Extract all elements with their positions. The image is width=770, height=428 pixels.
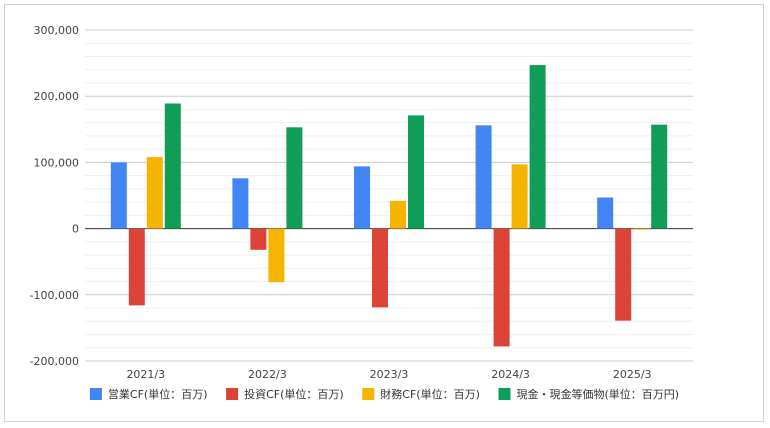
bar-1-2022/3: [232, 178, 249, 229]
bar-3-2025/3: [633, 228, 650, 230]
legend-label: 投資CF(単位：百万): [244, 387, 344, 401]
y-tick-label: 100,000: [34, 156, 80, 169]
y-tick-label: 200,000: [34, 90, 80, 103]
bar-4-2025/3: [651, 124, 668, 229]
legend-swatch: [362, 388, 375, 400]
bar-4-2022/3: [286, 127, 303, 229]
y-tick-label: 300,000: [34, 24, 80, 37]
bars: [110, 65, 668, 347]
legend-label: 現金・現金等価物(単位：百万円): [517, 387, 680, 401]
bar-4-2021/3: [164, 103, 181, 229]
x-tick-label: 2022/3: [248, 368, 287, 381]
bar-3-2024/3: [511, 164, 528, 229]
bar-1-2021/3: [110, 162, 127, 229]
bar-1-2024/3: [475, 125, 492, 229]
legend-label: 営業CF(単位：百万): [108, 387, 208, 401]
bar-1-2025/3: [597, 197, 614, 229]
x-tick-label: 2024/3: [491, 368, 530, 381]
legend: 営業CF(単位：百万) 投資CF(単位：百万) 財務CF(単位：百万) 現金・現金等価…: [89, 387, 680, 401]
x-tick-label: 2025/3: [613, 368, 652, 381]
bar-3-2022/3: [268, 228, 285, 283]
gridlines: [85, 29, 693, 362]
bar-3-2021/3: [146, 157, 163, 229]
x-axis-ticks: 2021/3 2022/3 2023/3 2024/3 2025/3: [126, 368, 651, 381]
bar-2-2022/3: [250, 228, 267, 250]
bar-2-2025/3: [615, 228, 632, 321]
legend-swatch: [226, 388, 239, 400]
bar-3-2023/3: [390, 200, 406, 229]
chart-frame: -200,000 -100,000 0 100,000 200,000 300,000 2…: [4, 4, 764, 422]
bar-2-2024/3: [493, 228, 510, 347]
bar-2-2023/3: [372, 228, 388, 308]
y-tick-label: -200,000: [30, 355, 79, 368]
bar-4-2023/3: [408, 115, 424, 229]
legend-swatch: [498, 388, 511, 400]
legend-label: 財務CF(単位：百万): [380, 387, 480, 401]
y-tick-label: 0: [72, 223, 79, 236]
bar-1-2023/3: [354, 166, 370, 229]
x-tick-label: 2023/3: [370, 368, 409, 381]
cash-flow-bar-chart: -200,000 -100,000 0 100,000 200,000 300,000 2…: [30, 24, 693, 401]
legend-swatch: [89, 388, 102, 400]
x-tick-label: 2021/3: [126, 368, 165, 381]
bar-4-2024/3: [529, 65, 546, 229]
y-tick-label: -100,000: [30, 289, 79, 302]
y-axis-ticks: -200,000 -100,000 0 100,000 200,000 300,000: [30, 24, 79, 368]
bar-2-2021/3: [128, 228, 145, 306]
